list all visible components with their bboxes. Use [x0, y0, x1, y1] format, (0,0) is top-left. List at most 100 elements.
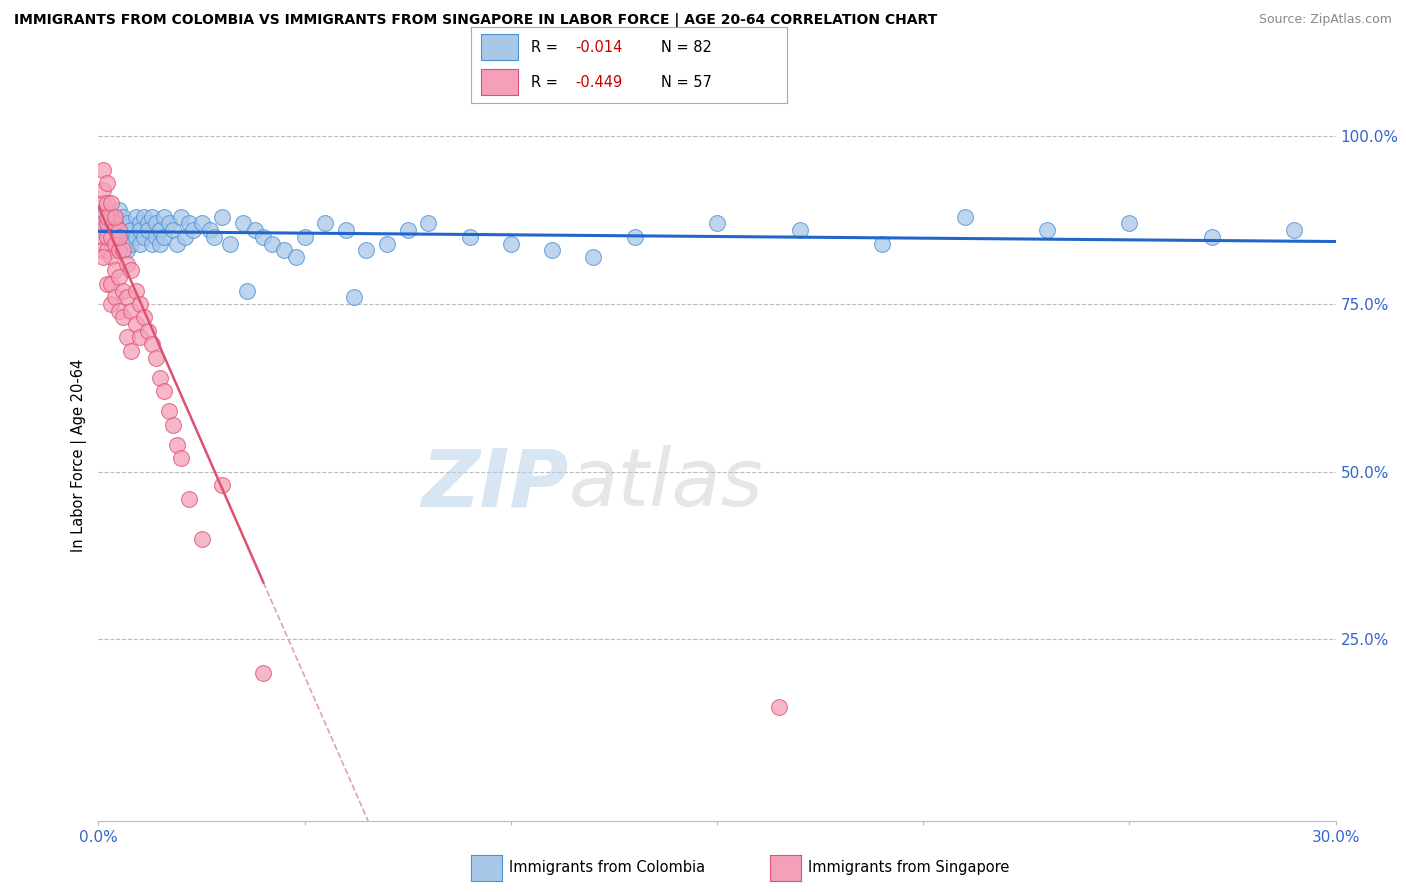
Text: N = 82: N = 82 — [661, 40, 711, 54]
Text: Immigrants from Singapore: Immigrants from Singapore — [808, 861, 1010, 875]
Point — [91, 183, 114, 197]
Point — [314, 216, 336, 230]
Point — [243, 223, 266, 237]
Point — [870, 236, 893, 251]
Point — [157, 216, 180, 230]
Point — [117, 230, 139, 244]
Point — [100, 230, 122, 244]
Point — [768, 699, 790, 714]
Point — [179, 491, 201, 506]
Point — [91, 223, 114, 237]
Text: R =: R = — [531, 75, 562, 89]
Point — [112, 310, 135, 325]
Point — [100, 250, 122, 264]
Point — [104, 210, 127, 224]
Point — [706, 216, 728, 230]
Point — [120, 263, 142, 277]
Point — [499, 236, 522, 251]
Point — [190, 216, 212, 230]
Point — [112, 210, 135, 224]
Text: -0.449: -0.449 — [575, 75, 623, 89]
Point — [396, 223, 419, 237]
FancyBboxPatch shape — [481, 34, 519, 60]
Point — [96, 244, 118, 258]
Point — [100, 223, 122, 237]
Text: IMMIGRANTS FROM COLOMBIA VS IMMIGRANTS FROM SINGAPORE IN LABOR FORCE | AGE 20-64: IMMIGRANTS FROM COLOMBIA VS IMMIGRANTS F… — [14, 13, 938, 28]
Point — [100, 210, 122, 224]
Point — [149, 236, 172, 251]
Point — [153, 230, 176, 244]
Point — [96, 230, 118, 244]
Point — [458, 230, 481, 244]
Point — [153, 210, 176, 224]
Point — [145, 351, 167, 365]
Point — [91, 210, 114, 224]
Point — [112, 236, 135, 251]
Point — [179, 216, 201, 230]
Point — [211, 478, 233, 492]
Point — [1284, 223, 1306, 237]
Point — [418, 216, 440, 230]
Point — [623, 230, 645, 244]
Point — [96, 216, 118, 230]
Point — [104, 230, 127, 244]
Point — [104, 290, 127, 304]
Point — [294, 230, 316, 244]
Point — [96, 210, 118, 224]
Point — [120, 223, 142, 237]
Point — [91, 162, 114, 177]
Point — [162, 223, 184, 237]
Point — [1118, 216, 1140, 230]
Point — [149, 370, 172, 384]
Point — [108, 202, 131, 217]
Point — [117, 330, 139, 344]
Point — [128, 223, 150, 237]
Point — [260, 236, 283, 251]
Point — [100, 297, 122, 311]
Point — [100, 196, 122, 211]
Point — [141, 337, 163, 351]
Point — [198, 223, 221, 237]
Point — [104, 216, 127, 230]
Point — [356, 244, 378, 258]
Point — [343, 290, 366, 304]
Point — [132, 210, 155, 224]
Point — [128, 297, 150, 311]
Point — [104, 263, 127, 277]
Point — [335, 223, 357, 237]
Point — [96, 196, 118, 211]
Point — [166, 236, 188, 251]
Point — [219, 236, 242, 251]
Point — [141, 210, 163, 224]
Point — [136, 324, 159, 338]
Point — [104, 236, 127, 251]
Y-axis label: In Labor Force | Age 20-64: In Labor Force | Age 20-64 — [72, 359, 87, 551]
Point — [202, 230, 225, 244]
Point — [117, 290, 139, 304]
Point — [128, 330, 150, 344]
Point — [108, 223, 131, 237]
Point — [108, 230, 131, 244]
Point — [236, 284, 259, 298]
Point — [112, 284, 135, 298]
Point — [285, 250, 308, 264]
Point — [541, 244, 564, 258]
Point — [252, 230, 274, 244]
Point — [104, 244, 127, 258]
Point — [953, 210, 976, 224]
Point — [136, 216, 159, 230]
Point — [124, 210, 146, 224]
Point — [91, 196, 114, 211]
Point — [582, 250, 605, 264]
Text: N = 57: N = 57 — [661, 75, 711, 89]
Point — [124, 317, 146, 331]
Point — [174, 230, 197, 244]
Point — [91, 216, 114, 230]
Point — [96, 176, 118, 190]
Point — [1201, 230, 1223, 244]
Point — [132, 310, 155, 325]
Point — [117, 244, 139, 258]
Point — [117, 257, 139, 271]
Point — [232, 216, 254, 230]
Point — [108, 270, 131, 285]
